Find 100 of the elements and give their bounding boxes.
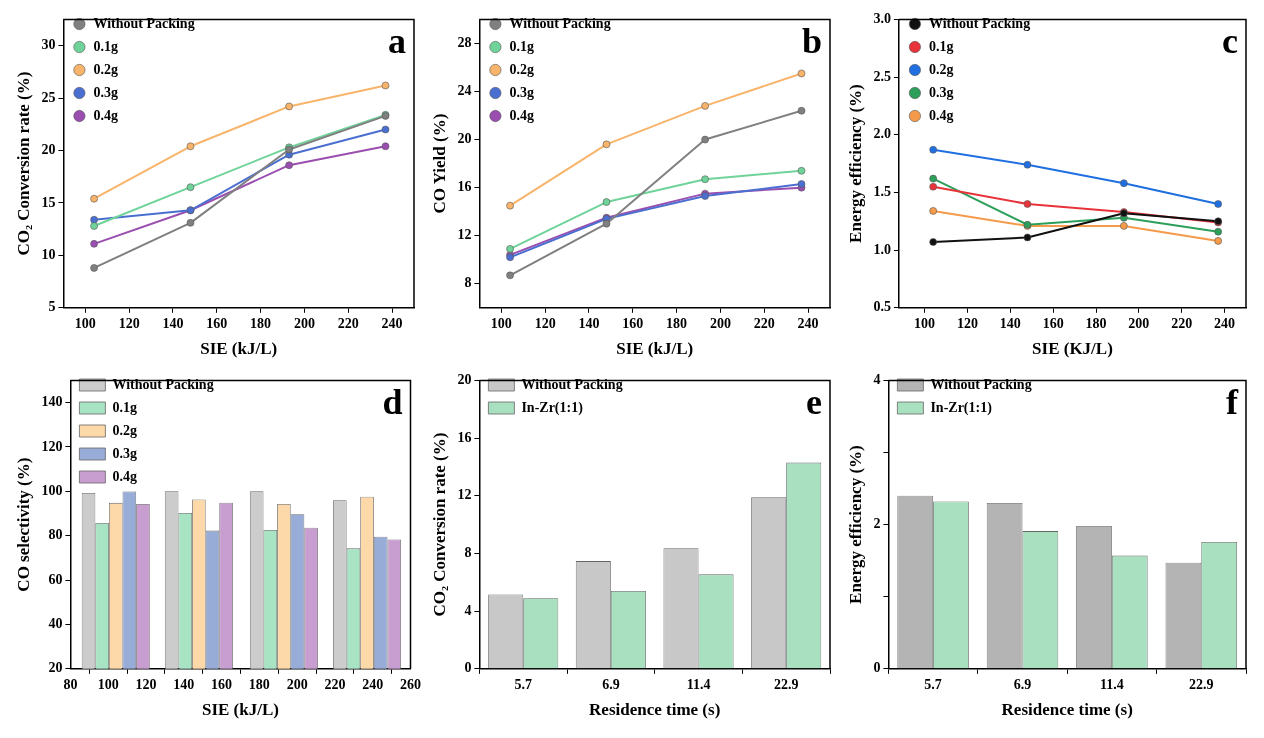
y-tick-label: 20 <box>41 142 56 158</box>
x-tick-label: 180 <box>666 315 688 331</box>
y-tick-label: 0.5 <box>873 299 891 315</box>
y-tick-label: 20 <box>48 660 63 676</box>
y-tick-label: 80 <box>48 527 63 543</box>
legend-label: In-Zr(1:1) <box>521 399 584 416</box>
x-tick-label: 220 <box>324 676 346 692</box>
y-axis-title: Energy efficiency (%) <box>845 445 865 604</box>
legend-label: 0.2g <box>112 422 137 438</box>
x-axis-title: Residence time (s) <box>589 700 721 720</box>
legend-label: 0.3g <box>928 84 954 100</box>
x-tick-label: 80 <box>63 676 78 692</box>
x-tick-label: 240 <box>381 315 403 331</box>
x-tick-label: 22.9 <box>773 676 799 692</box>
x-axis-title: SIE (kJ/L) <box>200 339 278 359</box>
y-tick-label: 10 <box>41 246 56 262</box>
legend-label: 0.1g <box>93 38 118 54</box>
x-tick-label: 260 <box>400 676 421 692</box>
legend-label: 0.4g <box>112 468 137 484</box>
y-axis-title: Energy efficiency (%) <box>845 84 865 243</box>
legend-label: 0.3g <box>509 84 534 100</box>
legend-label: 0.2g <box>928 61 954 77</box>
annotation: e <box>806 381 823 422</box>
legend-label: 0.2g <box>93 61 118 77</box>
x-tick-label: 200 <box>286 676 308 692</box>
x-tick-label: 6.9 <box>602 676 620 692</box>
x-tick-label: 120 <box>534 315 556 331</box>
x-tick-label: 11.4 <box>686 676 711 692</box>
y-tick-label: 4 <box>873 372 881 388</box>
y-tick-label: 60 <box>48 571 63 587</box>
x-tick-label: 11.4 <box>1100 676 1124 692</box>
y-tick-label: 0 <box>873 660 881 676</box>
annotation: f <box>1226 381 1239 422</box>
annotation: a <box>388 20 406 61</box>
x-tick-label: 200 <box>709 315 731 331</box>
y-tick-label: 3.0 <box>873 11 891 27</box>
x-tick-label: 240 <box>362 676 384 692</box>
x-tick-label: 140 <box>173 676 195 692</box>
x-tick-label: 160 <box>1042 315 1064 331</box>
y-tick-label: 2.0 <box>873 126 891 142</box>
y-tick-label: 25 <box>41 89 56 105</box>
legend-label: 0.1g <box>112 399 137 415</box>
y-tick-label: 100 <box>41 482 63 498</box>
legend-label: Without Packing <box>509 15 611 31</box>
legend-label: 0.3g <box>93 84 118 100</box>
x-tick-label: 240 <box>1214 315 1236 331</box>
x-tick-label: 160 <box>206 315 228 331</box>
y-tick-label: 16 <box>457 429 472 445</box>
y-axis-title: CO₂ Conversion rate (%) <box>429 432 449 617</box>
x-tick-label: 140 <box>999 315 1021 331</box>
y-tick-label: 140 <box>41 394 63 410</box>
y-tick-label: 20 <box>457 372 472 388</box>
y-tick-label: 1.0 <box>873 241 891 257</box>
x-tick-label: 120 <box>118 315 140 331</box>
y-tick-label: 28 <box>457 35 472 51</box>
x-tick-label: 100 <box>490 315 512 331</box>
x-tick-label: 180 <box>248 676 270 692</box>
x-tick-label: 140 <box>578 315 600 331</box>
x-axis-title: SIE (kJ/L) <box>201 700 279 720</box>
y-tick-label: 1.5 <box>873 184 891 200</box>
y-tick-label: 12 <box>457 487 472 503</box>
y-tick-label: 24 <box>457 83 472 99</box>
y-tick-label: 16 <box>457 179 472 195</box>
x-tick-label: 220 <box>337 315 359 331</box>
y-tick-label: 4 <box>464 602 472 618</box>
x-tick-label: 240 <box>797 315 819 331</box>
x-axis-title: SIE (KJ/L) <box>1032 339 1113 359</box>
x-tick-label: 140 <box>162 315 184 331</box>
x-tick-label: 220 <box>1171 315 1193 331</box>
legend-label: Without Packing <box>930 376 1032 392</box>
x-tick-label: 5.7 <box>924 676 942 692</box>
y-tick-label: 8 <box>464 275 472 291</box>
x-tick-label: 100 <box>914 315 936 331</box>
y-tick-label: 120 <box>41 438 63 454</box>
x-tick-label: 180 <box>1085 315 1107 331</box>
y-tick-label: 5 <box>48 299 56 315</box>
y-tick-label: 30 <box>41 37 56 53</box>
x-tick-label: 160 <box>622 315 644 331</box>
y-tick-label: 20 <box>457 131 472 147</box>
y-tick-label: 0 <box>464 660 472 676</box>
x-axis-title: SIE (kJ/L) <box>616 339 694 359</box>
y-axis-title: CO₂ Conversion rate (%) <box>13 71 33 256</box>
y-axis-title: CO Yield (%) <box>429 113 449 214</box>
x-axis-title: Residence time (s) <box>1001 700 1133 720</box>
legend-label: 0.4g <box>928 107 954 123</box>
legend-label: Without Packing <box>928 15 1031 31</box>
legend-label: 0.3g <box>112 445 137 461</box>
y-tick-label: 15 <box>41 194 56 210</box>
x-tick-label: 200 <box>293 315 315 331</box>
legend-label: Without Packing <box>93 15 195 31</box>
annotation: d <box>382 381 403 422</box>
legend-label: 0.4g <box>509 107 534 123</box>
x-tick-label: 22.9 <box>1189 676 1214 692</box>
y-axis-title: CO selectivity (%) <box>13 457 33 592</box>
legend-label: Without Packing <box>521 376 623 392</box>
legend-label: 0.2g <box>509 61 534 77</box>
x-tick-label: 6.9 <box>1013 676 1032 692</box>
x-tick-label: 5.7 <box>514 676 532 692</box>
y-tick-label: 2 <box>873 516 881 532</box>
x-tick-label: 120 <box>956 315 978 331</box>
